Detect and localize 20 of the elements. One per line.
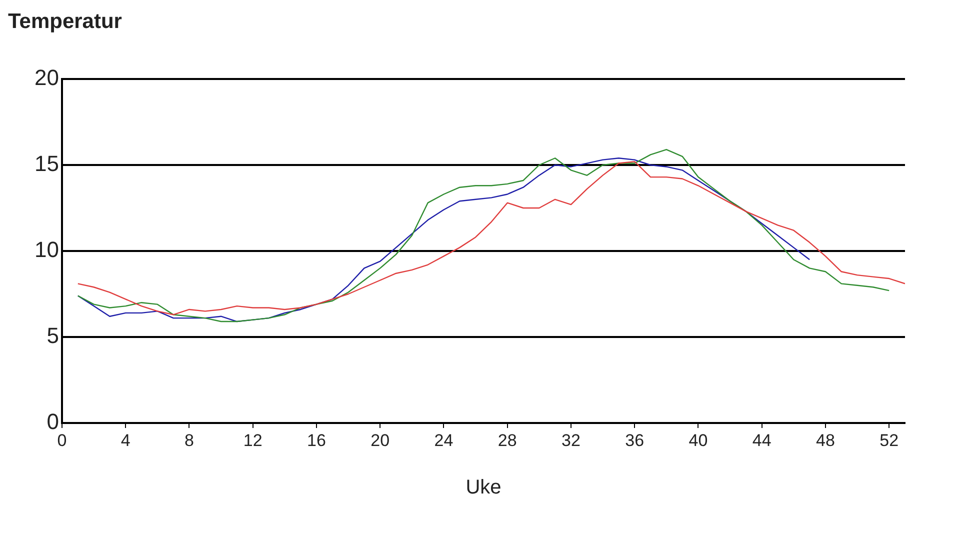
x-tick-label: 52 bbox=[880, 430, 899, 450]
x-tick-label: 40 bbox=[688, 430, 708, 450]
x-tick-label: 24 bbox=[434, 430, 454, 450]
y-tick-label: 0 bbox=[46, 409, 59, 434]
x-tick-label: 8 bbox=[184, 430, 194, 450]
x-tick-label: 28 bbox=[498, 430, 517, 450]
y-tick-label: 15 bbox=[34, 151, 59, 176]
y-tick-label: 20 bbox=[34, 65, 59, 90]
x-tick-label: 44 bbox=[752, 430, 772, 450]
y-tick-label: 5 bbox=[46, 323, 59, 348]
x-tick-label: 4 bbox=[120, 430, 130, 450]
y-axis-title: Temperatur bbox=[8, 10, 122, 34]
x-tick-label: 20 bbox=[370, 430, 390, 450]
x-tick-label: 16 bbox=[307, 430, 326, 450]
x-tick-label: 12 bbox=[243, 430, 262, 450]
x-tick-label: 36 bbox=[625, 430, 644, 450]
x-axis-title: Uke bbox=[466, 476, 502, 499]
x-tick-label: 48 bbox=[816, 430, 835, 450]
x-tick-label: 32 bbox=[562, 430, 580, 450]
y-tick-label: 10 bbox=[34, 237, 59, 262]
